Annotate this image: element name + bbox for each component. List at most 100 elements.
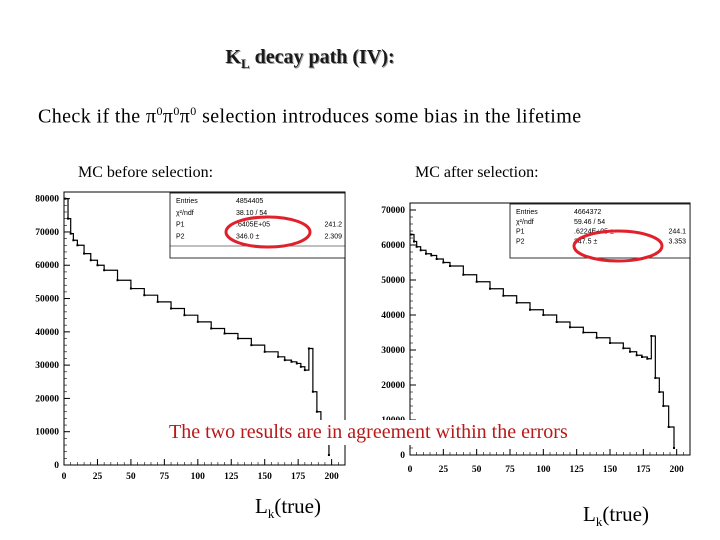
panel-label-before: MC before selection: [78,164,214,181]
histogram-bin [89,259,92,262]
stat-name: χ²/ndf [516,219,534,226]
histogram-bin [129,287,132,290]
xtitle-subscript: k [595,514,603,530]
slide-subtitle: Check if the π0π0π0 selection introduces… [38,104,582,129]
histogram-bin [290,360,293,363]
histogram-bin [415,245,418,248]
x-tick-label: 175 [291,472,306,482]
histogram-bin [425,252,427,255]
histogram-bin [183,314,186,317]
histogram-bin [315,410,318,413]
histogram-bin [641,356,643,358]
histogram-bin [116,279,119,282]
stat-error: 2.309 [324,233,342,240]
stat-name: P2 [516,238,525,245]
stat-name: P1 [176,222,185,229]
x-tick-label: 0 [408,465,413,475]
y-tick-label: 30000 [35,361,59,371]
histogram-bin [72,239,75,242]
xtitle-main: L [255,494,268,518]
histogram-bin [295,362,298,365]
histogram-bin [263,350,266,353]
x-tick-label: 75 [505,465,515,475]
histogram-bin [410,233,413,236]
histogram-bin [156,300,159,303]
y-tick-label: 0 [54,461,59,471]
subtitle-part: π [179,105,191,128]
stat-error: 3.353 [668,238,686,245]
histogram-bin [629,350,631,353]
x-axis-title-after: Lk(true) [583,502,649,530]
title-subscript: L [240,56,250,71]
stat-name: Entries [176,198,198,205]
histogram-bin [462,273,465,276]
histogram-bin [609,342,611,344]
histogram-bin [435,258,438,260]
histogram-bin [96,264,99,267]
histogram-bin [658,391,661,393]
subtitle-part: 0 [156,104,163,118]
xtitle-main: L [583,502,596,526]
xtitle-rest: (true) [602,502,649,526]
subtitle-part: Check if the π [38,105,157,128]
agreement-note: The two results are in agreement within … [165,420,572,445]
histogram-bin [311,390,314,393]
histogram-bin [515,301,518,304]
histogram-bin [662,405,665,407]
title-main: K [225,46,241,68]
histogram-bin [69,232,72,235]
y-tick-label: 70000 [381,206,405,216]
x-tick-label: 100 [191,472,206,482]
subtitle-part: π [162,105,174,128]
y-tick-label: 40000 [35,328,59,338]
histogram-bin [419,249,422,252]
slide-title: KL decay path (IV): [0,46,620,72]
histogram-bin [502,294,505,297]
x-tick-label: 200 [324,472,339,482]
panel-label-after: MC after selection: [415,164,539,181]
y-tick-label: 20000 [381,381,405,391]
x-tick-label: 175 [636,465,651,475]
stat-name: P1 [516,229,525,236]
histogram-bin [430,254,433,257]
y-tick-label: 30000 [381,346,405,356]
stat-value: 59.46 / 54 [574,219,605,226]
histogram-bin [529,308,531,311]
xtitle-subscript: k [267,506,275,522]
x-tick-label: 125 [570,465,585,475]
histogram-bin [475,280,478,283]
subtitle-part: 0 [190,104,197,118]
histogram-bin [582,331,585,334]
stat-name: Entries [516,209,538,216]
histogram-bin [622,347,625,350]
title-rest: decay path (IV): [249,46,395,68]
histogram-bin [64,197,67,200]
x-axis-title-before: Lk(true) [255,494,321,522]
y-tick-label: 40000 [381,311,405,321]
histogram-bin [542,314,545,316]
histogram-bin [635,354,638,357]
y-tick-label: 0 [400,451,405,461]
x-tick-label: 100 [536,465,551,475]
x-tick-label: 25 [439,465,449,475]
histogram-curve [411,233,675,448]
x-tick-label: 125 [224,472,239,482]
histogram-bin [667,426,670,428]
x-tick-label: 75 [160,472,170,482]
histogram-bin [442,261,445,264]
stat-value: 4854405 [236,198,263,205]
histogram-bin [489,287,491,290]
xtitle-rest: (true) [274,494,321,518]
histogram-bin [277,355,280,358]
x-tick-label: 50 [472,465,482,475]
histogram-bin [595,336,598,339]
histogram-bin [673,447,675,449]
x-tick-label: 25 [93,472,103,482]
subtitle-part: selection introduces some bias in the li… [196,105,582,128]
stat-name: P2 [176,233,185,240]
histogram-bin [650,335,653,337]
histogram-bin [327,454,330,457]
histogram-bin [103,269,106,272]
